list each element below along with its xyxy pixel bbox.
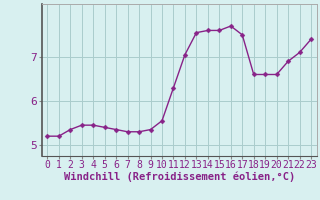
X-axis label: Windchill (Refroidissement éolien,°C): Windchill (Refroidissement éolien,°C) bbox=[64, 172, 295, 182]
